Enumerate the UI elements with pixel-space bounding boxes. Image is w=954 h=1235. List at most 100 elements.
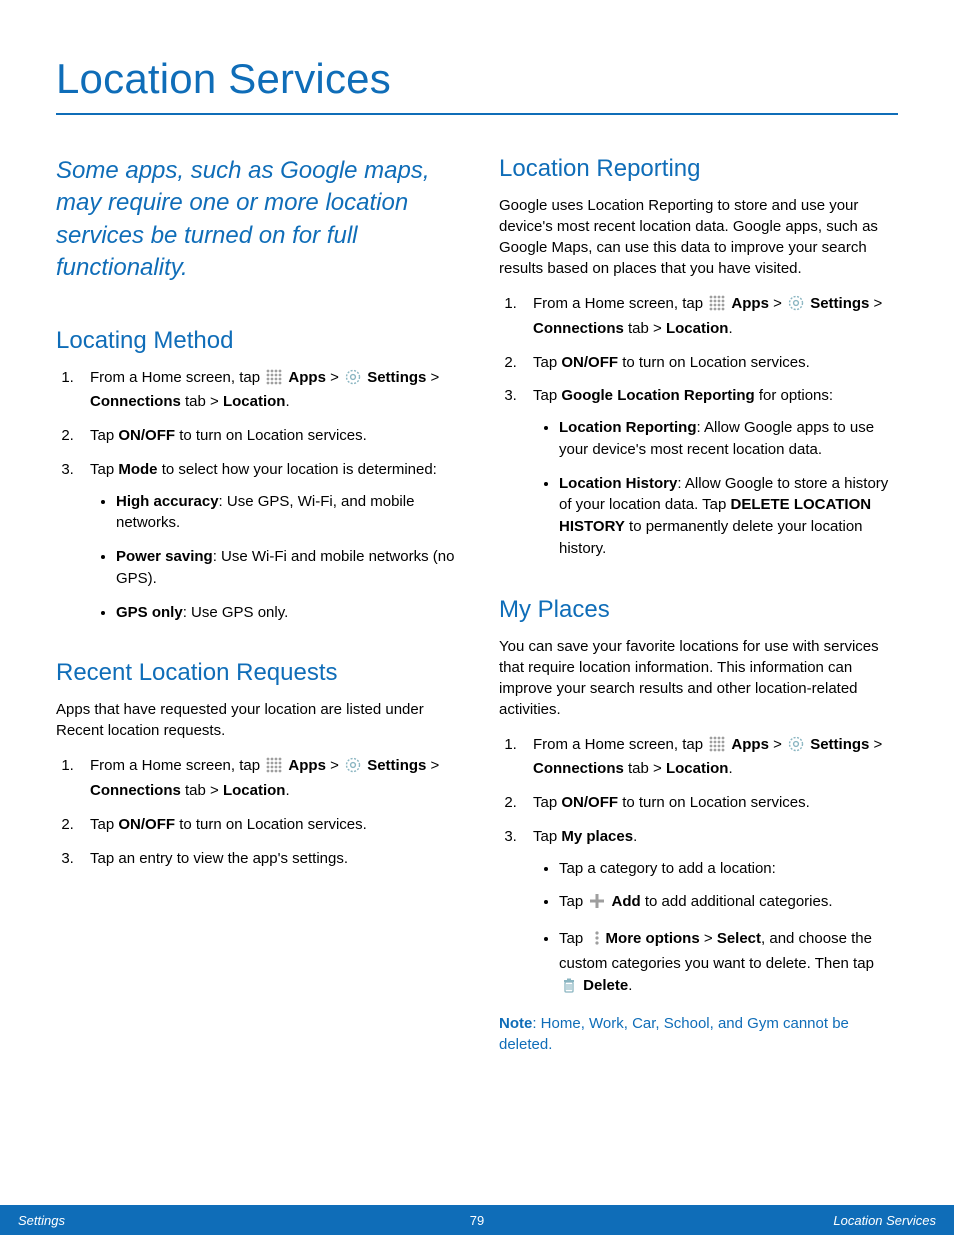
list-item: Tap More options > Select, and choose th… xyxy=(559,928,898,999)
gt: > xyxy=(769,736,786,753)
apps-label: Apps xyxy=(288,757,326,774)
location-label: Location xyxy=(223,782,286,799)
gear-icon xyxy=(345,757,361,780)
intro-text: Some apps, such as Google maps, may requ… xyxy=(56,155,455,285)
tab-text: tab > xyxy=(181,782,223,799)
gear-icon xyxy=(788,295,804,318)
list-item: Tap Add to add additional categories. xyxy=(559,891,898,916)
list-item: From a Home screen, tap Apps > Settings … xyxy=(521,734,898,781)
gt: > xyxy=(869,295,882,312)
location-label: Location xyxy=(223,393,286,410)
glr-label: Google Location Reporting xyxy=(561,387,754,404)
myplaces-bullets: Tap a category to add a location: Tap Ad… xyxy=(533,858,898,1000)
connections-label: Connections xyxy=(90,782,181,799)
location-label: Location xyxy=(666,760,729,777)
add-label: Add xyxy=(612,893,641,910)
bullet-text: Tap a category to add a location: xyxy=(559,860,776,877)
gt: > xyxy=(769,295,786,312)
tab-text: tab > xyxy=(624,320,666,337)
list-item: Tap ON/OFF to turn on Location services. xyxy=(78,425,455,447)
locating-method-steps: From a Home screen, tap Apps > Settings … xyxy=(56,367,455,624)
bullet-bold: Location History xyxy=(559,475,677,492)
locating-method-heading: Locating Method xyxy=(56,327,455,355)
onoff-label: ON/OFF xyxy=(118,427,175,444)
left-column: Some apps, such as Google maps, may requ… xyxy=(56,155,455,1070)
mode-label: Mode xyxy=(118,461,157,478)
step-text: Tap xyxy=(90,427,118,444)
onoff-label: ON/OFF xyxy=(118,816,175,833)
location-label: Location xyxy=(666,320,729,337)
location-reporting-heading: Location Reporting xyxy=(499,155,898,183)
bullet-text: Tap xyxy=(559,930,587,947)
apps-label: Apps xyxy=(731,295,769,312)
list-item: Tap an entry to view the app's settings. xyxy=(78,848,455,870)
onoff-label: ON/OFF xyxy=(561,354,618,371)
period: . xyxy=(285,393,289,410)
apps-icon xyxy=(266,757,282,780)
list-item: Tap Mode to select how your location is … xyxy=(78,459,455,624)
period: . xyxy=(728,320,732,337)
more-options-icon xyxy=(589,930,599,953)
step-text: to turn on Location services. xyxy=(618,354,810,371)
columns: Some apps, such as Google maps, may requ… xyxy=(56,155,898,1070)
list-item: From a Home screen, tap Apps > Settings … xyxy=(78,367,455,414)
apps-icon xyxy=(266,369,282,392)
bullet-bold: High accuracy xyxy=(116,493,219,510)
list-item: GPS only: Use GPS only. xyxy=(116,602,455,624)
connections-label: Connections xyxy=(533,760,624,777)
bullet-text: Tap xyxy=(559,893,587,910)
my-places-steps: From a Home screen, tap Apps > Settings … xyxy=(499,734,898,1000)
step-text: Tap xyxy=(90,461,118,478)
connections-label: Connections xyxy=(533,320,624,337)
select-label: Select xyxy=(717,930,761,947)
myplaces-label: My places xyxy=(561,828,633,845)
trash-icon xyxy=(561,977,577,1000)
footer-page-number: 79 xyxy=(0,1213,954,1228)
step-text: to turn on Location services. xyxy=(618,794,810,811)
step-text: . xyxy=(633,828,637,845)
onoff-label: ON/OFF xyxy=(561,794,618,811)
delete-label: Delete xyxy=(583,977,628,994)
apps-label: Apps xyxy=(731,736,769,753)
location-reporting-steps: From a Home screen, tap Apps > Settings … xyxy=(499,293,898,560)
list-item: Tap Google Location Reporting for option… xyxy=(521,385,898,559)
settings-label: Settings xyxy=(367,369,426,386)
apps-icon xyxy=(709,295,725,318)
connections-label: Connections xyxy=(90,393,181,410)
list-item: Tap My places. Tap a category to add a l… xyxy=(521,826,898,1000)
list-item: Location Reporting: Allow Google apps to… xyxy=(559,417,898,461)
apps-icon xyxy=(709,736,725,759)
bullet-bold: GPS only xyxy=(116,604,183,621)
bullet-text: . xyxy=(628,977,632,994)
gear-icon xyxy=(345,369,361,392)
step-text: From a Home screen, tap xyxy=(90,757,264,774)
gt: > xyxy=(700,930,717,947)
step-text: Tap an entry to view the app's settings. xyxy=(90,850,348,867)
list-item: Tap ON/OFF to turn on Location services. xyxy=(521,352,898,374)
myplaces-note: Note: Home, Work, Car, School, and Gym c… xyxy=(499,1013,898,1055)
step-text: Tap xyxy=(533,794,561,811)
note-text: : Home, Work, Car, School, and Gym canno… xyxy=(499,1015,849,1053)
bullet-bold: Location Reporting xyxy=(559,419,697,436)
step-text: to turn on Location services. xyxy=(175,427,367,444)
my-places-heading: My Places xyxy=(499,596,898,624)
mode-bullets: High accuracy: Use GPS, Wi-Fi, and mobil… xyxy=(90,491,455,624)
list-item: Power saving: Use Wi-Fi and mobile netwo… xyxy=(116,546,455,590)
list-item: High accuracy: Use GPS, Wi-Fi, and mobil… xyxy=(116,491,455,535)
bullet-text: to add additional categories. xyxy=(641,893,833,910)
gt: > xyxy=(869,736,882,753)
my-places-para: You can save your favorite locations for… xyxy=(499,636,898,720)
step-text: From a Home screen, tap xyxy=(90,369,264,386)
list-item: Tap ON/OFF to turn on Location services. xyxy=(78,814,455,836)
settings-label: Settings xyxy=(367,757,426,774)
list-item: Tap a category to add a location: xyxy=(559,858,898,880)
step-text: for options: xyxy=(755,387,833,404)
period: . xyxy=(285,782,289,799)
apps-label: Apps xyxy=(288,369,326,386)
note-label: Note xyxy=(499,1015,532,1032)
reporting-bullets: Location Reporting: Allow Google apps to… xyxy=(533,417,898,560)
title-rule xyxy=(56,113,898,115)
plus-icon xyxy=(589,893,605,916)
settings-label: Settings xyxy=(810,295,869,312)
page: Location Services Some apps, such as Goo… xyxy=(0,0,954,1235)
